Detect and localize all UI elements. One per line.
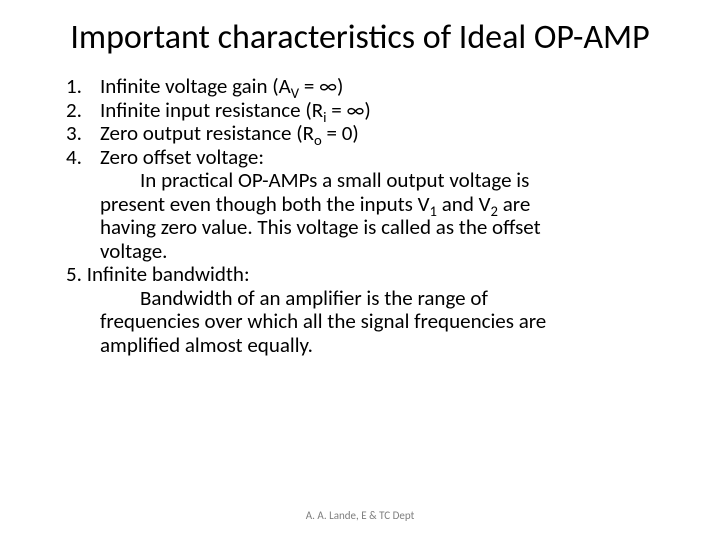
list-item: 3. Zero output resistance (Ro = 0) bbox=[66, 122, 672, 146]
item4-paragraph-line: In practical OP-AMPs a small output volt… bbox=[48, 169, 672, 193]
slide-footer: A. A. Lande, E & TC Dept bbox=[0, 509, 720, 522]
item-text: Infinite voltage gain (AV = ∞) bbox=[100, 75, 672, 99]
list-item: 4. Zero offset voltage: bbox=[66, 146, 672, 170]
list-item: 1. Infinite voltage gain (AV = ∞) bbox=[66, 75, 672, 99]
numbered-list: 1. Infinite voltage gain (AV = ∞) 2. Inf… bbox=[48, 75, 672, 169]
item4-paragraph-line: having zero value. This voltage is calle… bbox=[48, 216, 672, 240]
item-number: 4. bbox=[66, 146, 100, 170]
slide-container: Important characteristics of Ideal OP-AM… bbox=[0, 0, 720, 357]
item-number: 1. bbox=[66, 75, 100, 99]
item4-paragraph-line: voltage. bbox=[48, 240, 672, 264]
list-item-5: 5. Infinite bandwidth: bbox=[48, 263, 672, 287]
item5-paragraph-line: frequencies over which all the signal fr… bbox=[48, 310, 672, 334]
slide-title: Important characteristics of Ideal OP-AM… bbox=[48, 18, 672, 57]
item5-paragraph-line: Bandwidth of an amplifier is the range o… bbox=[48, 287, 672, 311]
item5-paragraph-line: amplified almost equally. bbox=[48, 334, 672, 358]
item-text: Zero offset voltage: bbox=[100, 146, 672, 170]
item-text: Zero output resistance (Ro = 0) bbox=[100, 122, 672, 146]
item-number: 3. bbox=[66, 122, 100, 146]
item-number: 2. bbox=[66, 99, 100, 123]
list-item: 2. Infinite input resistance (Ri = ∞) bbox=[66, 99, 672, 123]
item-text: Infinite input resistance (Ri = ∞) bbox=[100, 99, 672, 123]
item4-paragraph-line: present even though both the inputs V1 a… bbox=[48, 193, 672, 217]
slide-content: 1. Infinite voltage gain (AV = ∞) 2. Inf… bbox=[48, 75, 672, 357]
